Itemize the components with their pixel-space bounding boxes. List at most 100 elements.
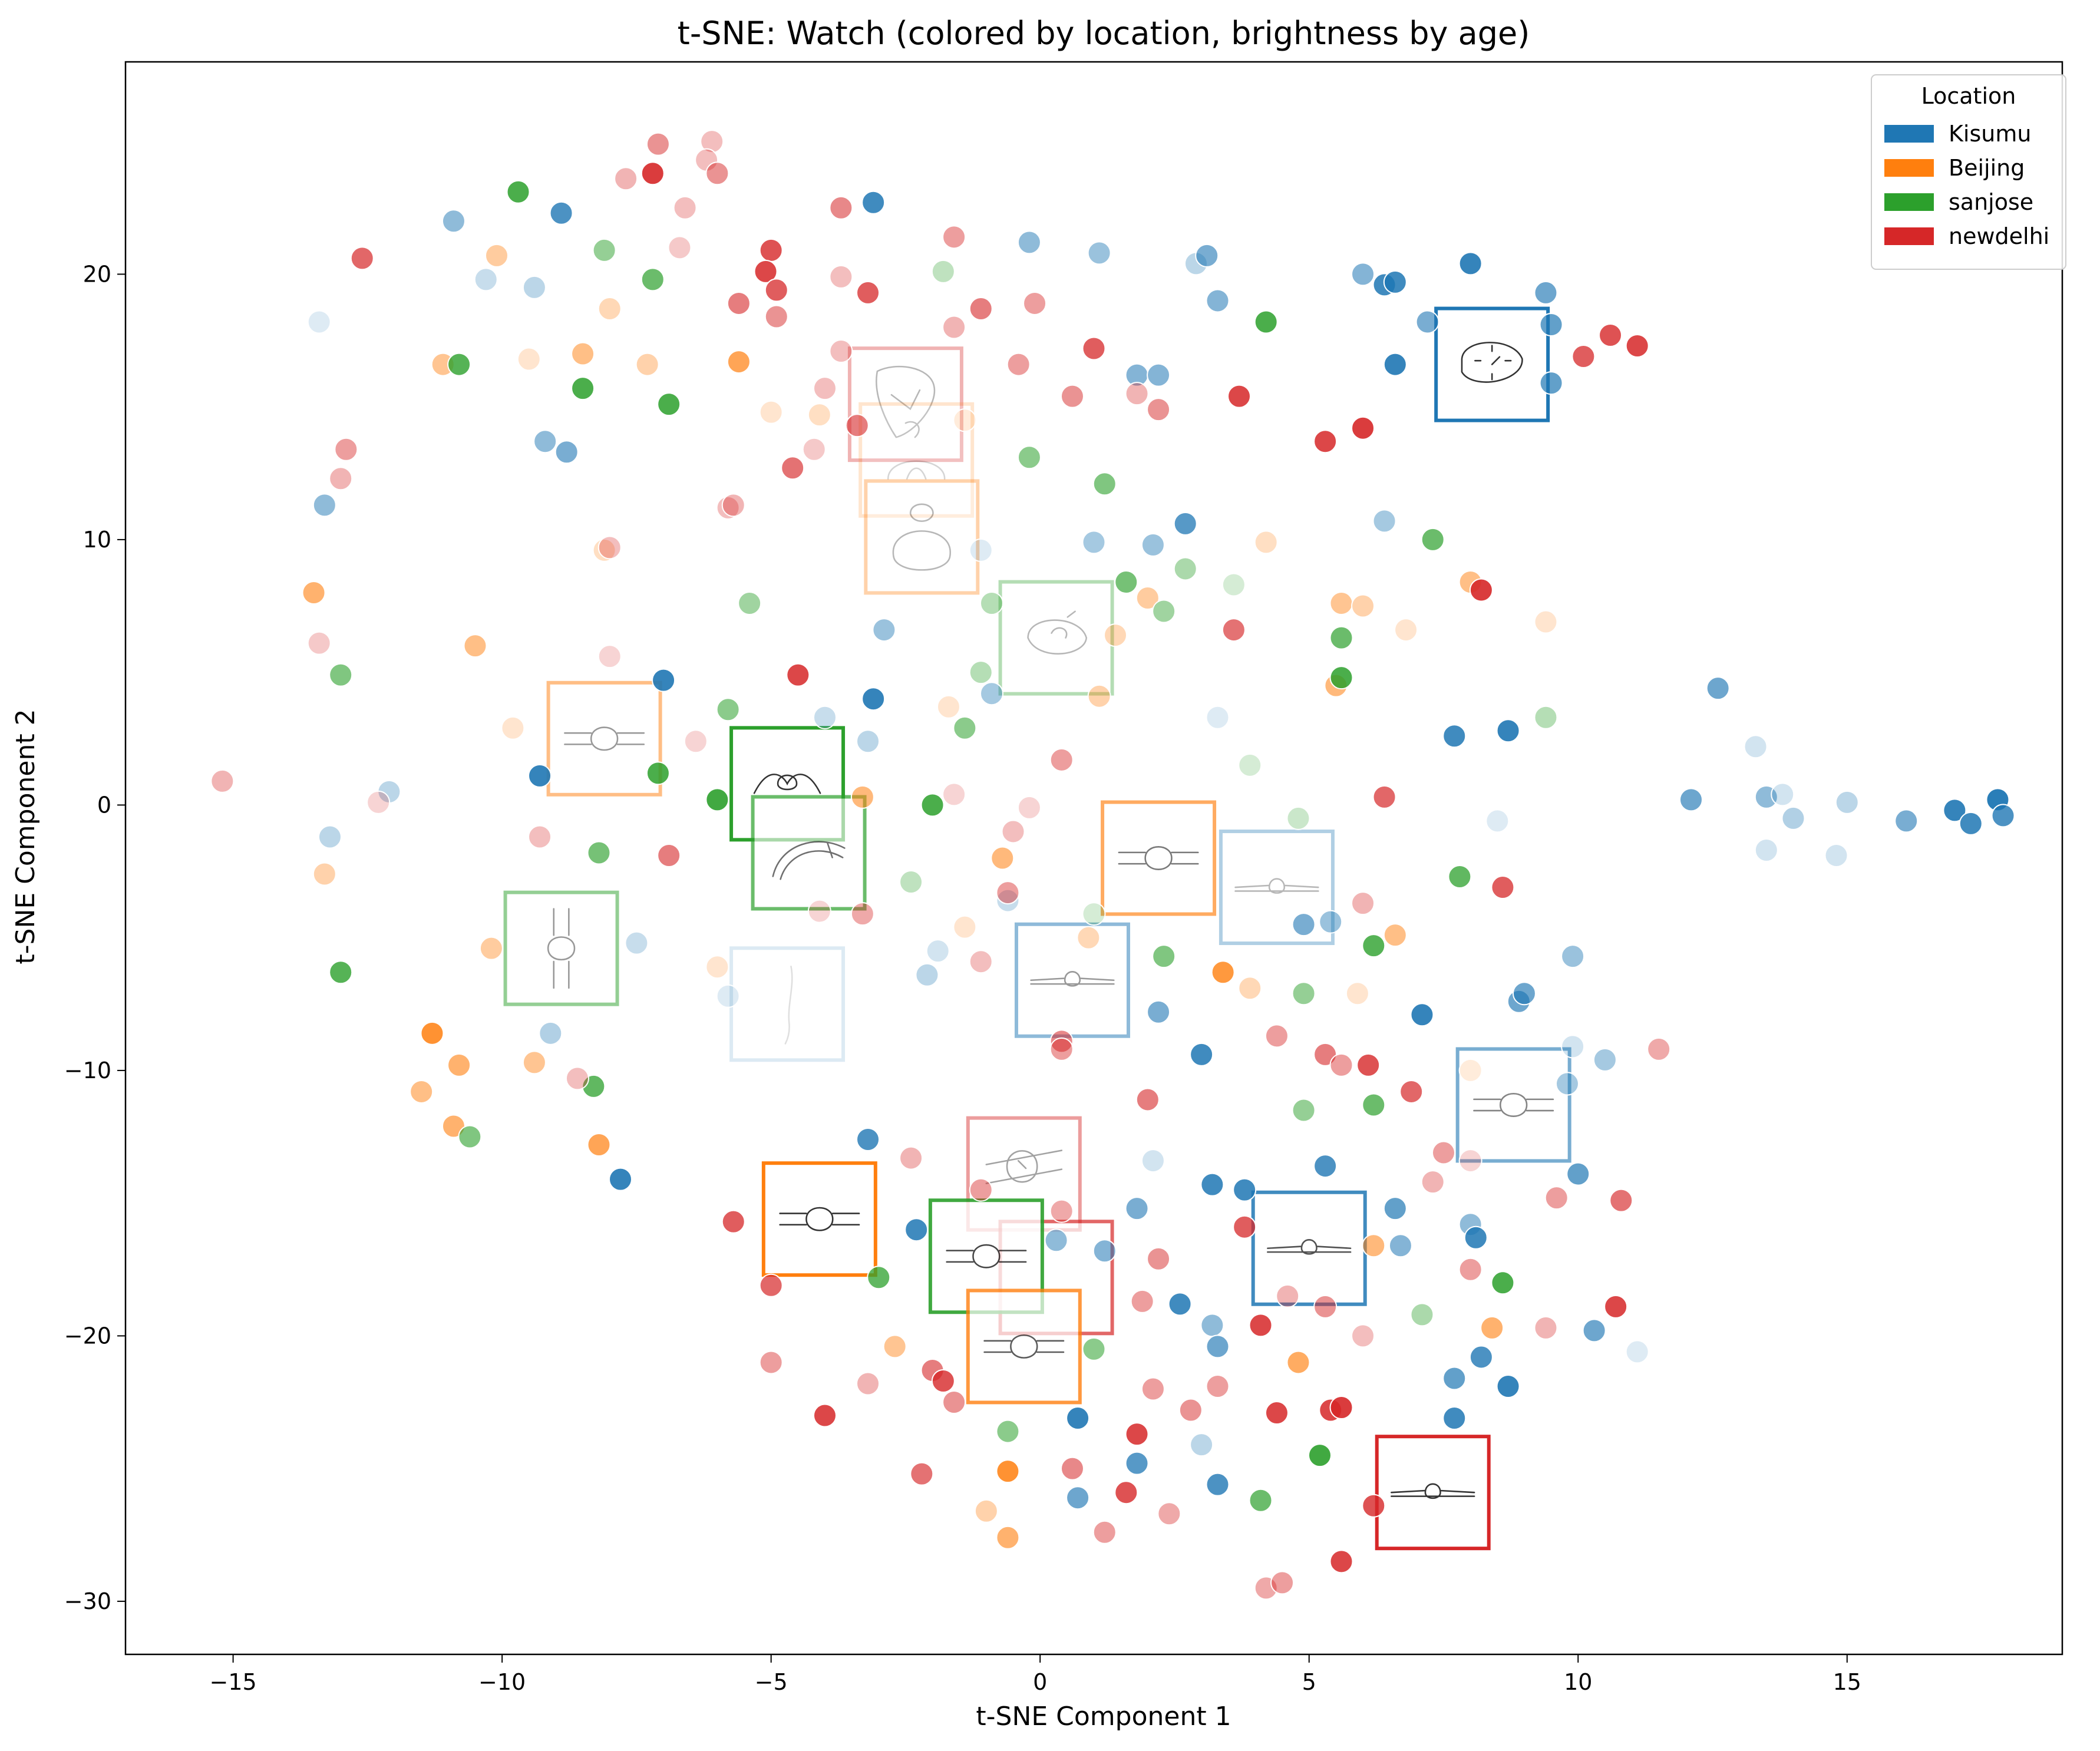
scatter-point-beijing	[302, 581, 326, 604]
scatter-point-sanjose	[329, 663, 353, 687]
scatter-point-newdelhi	[1017, 795, 1041, 820]
scatter-point-beijing	[463, 634, 487, 658]
y-tick-label: −30	[64, 1588, 111, 1614]
scatter-point-newdelhi	[845, 414, 869, 438]
scatter-point-kisumu	[1561, 944, 1585, 969]
scatter-point-newdelhi	[1049, 1029, 1074, 1053]
scatter-point-kisumu	[609, 1167, 633, 1191]
legend-label-newdelhi: newdelhi	[1949, 223, 2049, 249]
scatter-point-beijing	[1480, 1316, 1504, 1340]
scatter-point-beijing	[1104, 623, 1128, 647]
scatter-point-newdelhi	[727, 291, 751, 315]
scatter-point-sanjose	[705, 788, 729, 812]
scatter-point-newdelhi	[1647, 1037, 1671, 1061]
scatter-point-kisumu	[980, 682, 1004, 706]
scatter-point-newdelhi	[1249, 1313, 1273, 1337]
scatter-point-newdelhi	[759, 1273, 783, 1297]
scatter-point-kisumu	[1147, 1000, 1171, 1024]
scatter-point-sanjose	[571, 376, 595, 401]
legend-swatch-sanjose	[1884, 193, 1934, 211]
scatter-point-kisumu	[861, 687, 886, 711]
scatter-point-newdelhi	[1599, 323, 1623, 348]
sketch-drawing	[547, 908, 576, 989]
scatter-point-sanjose	[1173, 557, 1197, 581]
scatter-point-newdelhi	[1351, 891, 1375, 916]
scatter-point-newdelhi	[1157, 1502, 1181, 1526]
scatter-point-beijing	[1329, 592, 1353, 616]
scatter-point-newdelhi	[759, 1350, 783, 1375]
scatter-point-beijing	[517, 347, 541, 371]
scatter-point-beijing	[1362, 1234, 1386, 1258]
scatter-point-beijing	[635, 352, 659, 376]
scatter-point-sanjose	[587, 841, 611, 865]
scatter-point-beijing	[587, 1133, 611, 1157]
scatter-point-newdelhi	[1060, 384, 1084, 408]
sketch-thumbnail	[1251, 1190, 1367, 1306]
scatter-point-sanjose	[447, 352, 471, 376]
scatter-point-sanjose	[1421, 527, 1445, 551]
scatter-point-beijing	[501, 716, 525, 740]
scatter-point-newdelhi	[942, 1390, 966, 1415]
sketch-thumbnail	[864, 479, 980, 595]
scatter-point-kisumu	[554, 440, 579, 464]
thumbnail-frame	[729, 946, 846, 1062]
scatter-point-kisumu	[1383, 270, 1407, 294]
scatter-point-beijing	[883, 1334, 907, 1359]
scatter-point-beijing	[1286, 1350, 1310, 1375]
scatter-point-beijing	[420, 1021, 444, 1045]
sketch-thumbnail	[1434, 306, 1550, 422]
scatter-point-sanjose	[931, 259, 955, 283]
scatter-point-beijing	[936, 695, 960, 719]
sketch-drawing	[983, 1334, 1065, 1359]
scatter-point-newdelhi	[1458, 1257, 1482, 1281]
scatter-point-kisumu	[1206, 1472, 1230, 1496]
scatter-point-beijing	[1087, 684, 1111, 708]
scatter-point-newdelhi	[1141, 1377, 1165, 1401]
scatter-point-newdelhi	[668, 236, 692, 260]
scatter-point-newdelhi	[942, 225, 966, 249]
sketch-thumbnail	[1014, 922, 1130, 1038]
scatter-point-kisumu	[1679, 788, 1703, 812]
scatter-point-sanjose	[1249, 1488, 1273, 1512]
scatter-point-sanjose	[329, 960, 353, 984]
sketch-thumbnail	[1455, 1047, 1571, 1163]
sketch-drawing	[1473, 1092, 1554, 1117]
scatter-point-newdelhi	[1469, 578, 1493, 602]
scatter-point-kisumu	[1200, 1172, 1224, 1197]
scatter-point-kisumu	[1044, 1228, 1068, 1253]
legend-label-sanjose: sanjose	[1949, 189, 2033, 215]
legend-swatch-kisumu	[1884, 125, 1934, 143]
scatter-point-kisumu	[1082, 530, 1106, 554]
thumbnail-frame	[546, 680, 662, 797]
scatter-point-kisumu	[1388, 1234, 1412, 1258]
scatter-point-sanjose	[920, 793, 945, 817]
scatter-point-newdelhi	[210, 769, 235, 793]
scatter-point-newdelhi	[910, 1462, 934, 1486]
scatter-point-newdelhi	[528, 825, 552, 849]
scatter-point-beijing	[727, 350, 751, 374]
scatter-point-newdelhi	[1571, 345, 1596, 369]
scatter-point-beijing	[1254, 530, 1278, 554]
scatter-point-newdelhi	[721, 493, 745, 517]
scatter-point-kisumu	[522, 275, 546, 299]
scatter-point-newdelhi	[1006, 352, 1031, 376]
scatter-point-kisumu	[1512, 982, 1536, 1006]
scatter-point-beijing	[953, 915, 977, 939]
scatter-point-newdelhi	[1329, 1053, 1353, 1077]
scatter-point-kisumu	[549, 201, 573, 225]
scatter-point-kisumu	[1383, 352, 1407, 376]
legend-frame	[1871, 74, 2066, 270]
y-tick-label: 10	[83, 527, 111, 553]
scatter-point-newdelhi	[1491, 876, 1515, 900]
sketch-drawing	[779, 1207, 860, 1231]
scatter-point-sanjose	[1292, 982, 1316, 1006]
scatter-point-kisumu	[856, 1128, 880, 1152]
scatter-point-sanjose	[1534, 705, 1558, 729]
scatter-point-kisumu	[1744, 735, 1768, 759]
sketch-drawing	[887, 460, 946, 480]
x-tick-label: 0	[1033, 1669, 1047, 1695]
scatter-point-beijing	[1458, 1058, 1482, 1082]
scatter-point-newdelhi	[1276, 1284, 1300, 1308]
